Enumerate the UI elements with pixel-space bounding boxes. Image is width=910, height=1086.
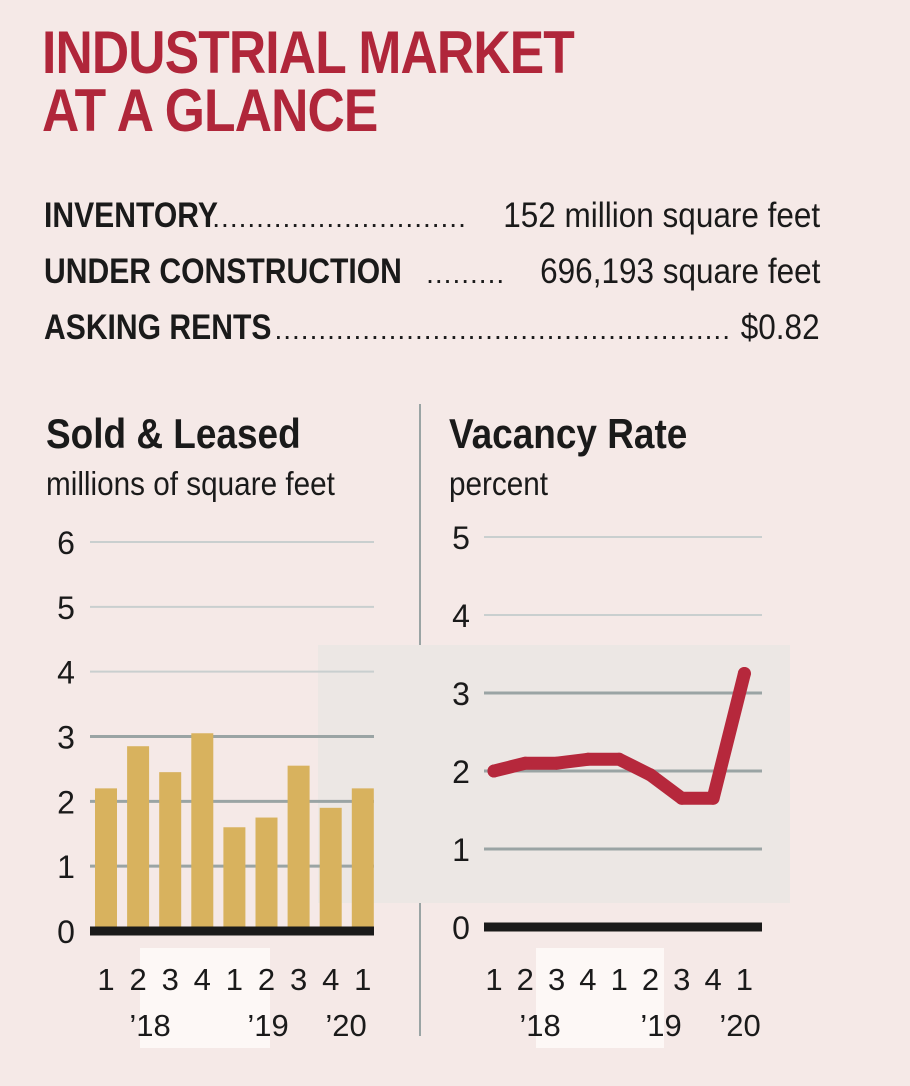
y-tick-label: 2 (57, 784, 75, 820)
bar (319, 807, 342, 931)
vacancy-rate-subtitle: percent (449, 465, 549, 502)
y-tick-label: 1 (452, 832, 470, 868)
x-tick-label: 2 (258, 962, 275, 997)
data-point (706, 791, 720, 805)
x-tick-label: 2 (642, 962, 659, 997)
y-tick-label: 1 (57, 849, 75, 885)
year-label: ’20 (719, 1008, 760, 1043)
y-tick-label: 6 (57, 525, 75, 561)
sold-leased-title: Sold & Leased (46, 410, 301, 457)
y-tick-label: 3 (452, 676, 470, 712)
stat-value: 696,193 square feet (539, 252, 820, 291)
leader-dots: ........................................… (274, 314, 729, 345)
stat-asking-rents: ASKING RENTS ...........................… (44, 308, 820, 364)
x-tick-label: 2 (129, 962, 146, 997)
year-label: ’18 (129, 1008, 170, 1043)
data-point (550, 756, 564, 770)
stat-value: $0.82 (741, 308, 820, 347)
x-tick-label: 3 (673, 962, 690, 997)
stat-label: ASKING RENTS (44, 308, 272, 347)
y-tick-label: 4 (452, 598, 470, 634)
x-tick-label: 1 (226, 962, 243, 997)
y-tick-label: 0 (57, 914, 75, 950)
x-tick-label: 1 (354, 962, 371, 997)
data-point (518, 756, 532, 770)
bar (287, 765, 310, 931)
y-tick-label: 5 (57, 590, 75, 626)
page-title: INDUSTRIAL MARKET AT A GLANCE (42, 23, 575, 141)
y-tick-label: 3 (57, 720, 75, 756)
stat-label: UNDER CONSTRUCTION (44, 252, 402, 291)
vacancy-rate-title: Vacancy Rate (449, 410, 688, 457)
x-tick-label: 4 (322, 962, 339, 997)
data-point (675, 791, 689, 805)
bar (191, 733, 214, 931)
bar (127, 746, 150, 931)
year-highlight-left (140, 948, 270, 1048)
year-highlight-right (536, 948, 664, 1048)
stat-under-construction: UNDER CONSTRUCTION .....................… (44, 252, 820, 308)
x-tick-label: 4 (704, 962, 721, 997)
data-point (612, 752, 626, 766)
x-tick-label: 1 (736, 962, 753, 997)
bar (255, 817, 278, 931)
sold-leased-subtitle: millions of square feet (46, 465, 335, 502)
title-line-1: INDUSTRIAL MARKET (42, 19, 575, 86)
stat-value: 152 million square feet (503, 196, 820, 235)
y-tick-label: 5 (452, 520, 470, 556)
leader-dots: ........................................… (212, 202, 464, 233)
x-tick-label: 1 (485, 962, 502, 997)
y-tick-label: 0 (452, 910, 470, 946)
stats-list: INVENTORY ..............................… (44, 196, 820, 364)
x-tick-label: 1 (97, 962, 114, 997)
year-label: ’19 (247, 1008, 288, 1043)
x-tick-label: 4 (579, 962, 596, 997)
bar (223, 827, 246, 931)
x-tick-label: 3 (548, 962, 565, 997)
title-line-2: AT A GLANCE (42, 77, 378, 144)
stat-label: INVENTORY (44, 196, 218, 235)
bar (95, 788, 117, 931)
plot-shade (318, 645, 790, 903)
stat-inventory: INVENTORY ..............................… (44, 196, 820, 252)
data-point (581, 752, 595, 766)
year-label: ’18 (519, 1008, 560, 1043)
x-tick-label: 3 (162, 962, 179, 997)
x-tick-label: 2 (517, 962, 534, 997)
data-point (644, 768, 657, 782)
y-tick-label: 4 (57, 655, 75, 691)
y-tick-label: 2 (452, 754, 470, 790)
x-tick-label: 4 (194, 962, 211, 997)
x-tick-label: 3 (290, 962, 307, 997)
data-point (487, 764, 501, 778)
x-tick-label: 1 (611, 962, 628, 997)
year-label: ’19 (640, 1008, 681, 1043)
year-label: ’20 (325, 1008, 366, 1043)
bar (159, 772, 182, 931)
leader-dots: ........................................… (426, 258, 505, 289)
data-point (737, 667, 751, 680)
bar (351, 788, 374, 931)
